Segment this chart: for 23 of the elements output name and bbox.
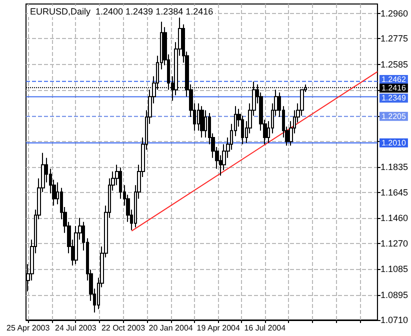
ref-line-label: 1.2462 <box>381 75 406 84</box>
x-tick-label: 24 Jul 2003 <box>54 324 97 332</box>
ref-line-label: 1.2349 <box>381 94 406 103</box>
x-tick-label: 22 Oct 2003 <box>101 324 146 332</box>
y-tick-label: 1.1645 <box>380 188 408 198</box>
x-tick-label: 20 Jan 2004 <box>148 324 194 332</box>
ref-line-label: 1.2010 <box>381 138 406 148</box>
y-tick-label: 1.2960 <box>380 8 408 19</box>
y-tick-label: 1.1460 <box>380 212 408 223</box>
y-tick-label: 1.1085 <box>380 264 408 274</box>
y-tick-label: 1.1270 <box>380 238 408 249</box>
y-tick-label: 1.0895 <box>380 290 408 300</box>
y-tick-label: 1.2775 <box>380 34 408 44</box>
x-tick-label: 25 Apr 2003 <box>6 324 50 332</box>
x-tick-label: 16 Jul 2004 <box>244 324 286 332</box>
ref-line-label: 1.2416 <box>381 84 406 93</box>
ref-line-label: 1.2205 <box>381 112 406 121</box>
y-tick-label: 1.1835 <box>380 162 408 172</box>
x-tick-label: 19 Apr 2004 <box>196 324 241 332</box>
y-tick-label: 1.0710 <box>380 315 408 325</box>
chart-title: EURUSD,Daily 1.2400 1.2439 1.2384 1.2416 <box>30 6 214 16</box>
y-tick-label: 1.2585 <box>380 60 408 70</box>
candlestick <box>200 106 204 138</box>
